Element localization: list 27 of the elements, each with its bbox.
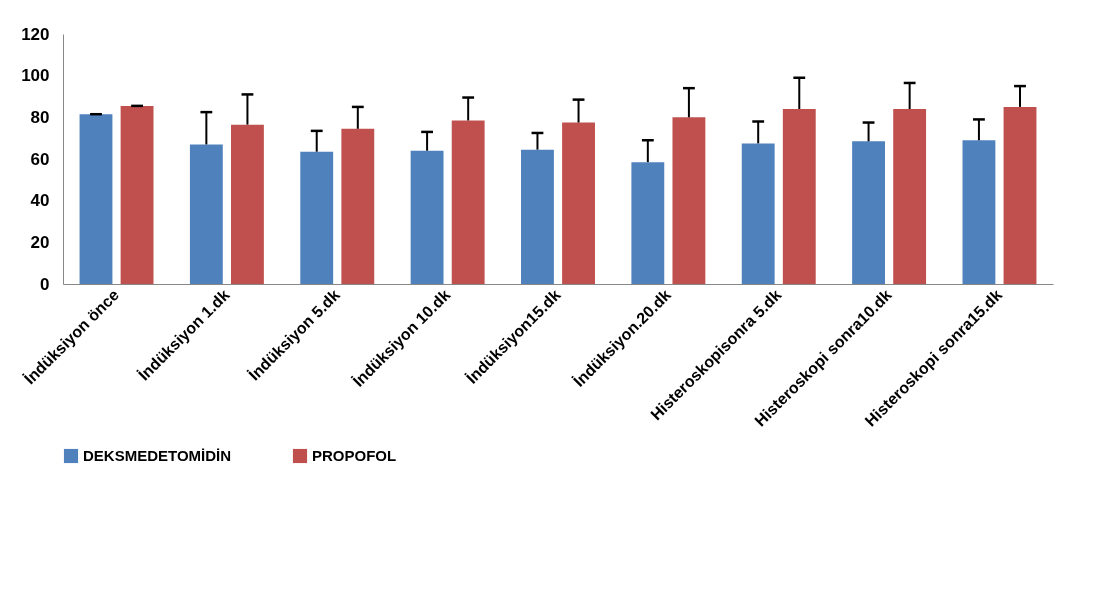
bar <box>893 109 927 284</box>
bar <box>410 150 444 284</box>
legend-label: DEKSMEDETOMİDİN <box>83 447 232 464</box>
bar <box>451 120 485 284</box>
y-tick-label: 60 <box>30 149 50 169</box>
y-tick-label: 80 <box>30 107 50 127</box>
bar <box>120 105 154 284</box>
y-tick-label: 100 <box>21 66 50 86</box>
bar <box>1003 106 1037 284</box>
legend-label: PROPOFOL <box>312 447 397 464</box>
bar <box>231 124 264 284</box>
y-tick-label: 0 <box>40 274 50 294</box>
bar <box>189 144 223 284</box>
bar <box>672 117 706 284</box>
bar <box>521 149 554 284</box>
bar <box>741 143 775 284</box>
y-tick-label: 120 <box>21 24 50 44</box>
bar <box>852 141 885 284</box>
bar <box>782 109 816 284</box>
bar <box>300 151 334 284</box>
bar <box>631 162 665 284</box>
bar <box>341 128 375 284</box>
y-tick-label: 40 <box>30 191 50 211</box>
bar <box>79 114 113 284</box>
bar <box>962 140 996 284</box>
y-tick-label: 20 <box>30 232 50 252</box>
bar <box>562 122 595 284</box>
